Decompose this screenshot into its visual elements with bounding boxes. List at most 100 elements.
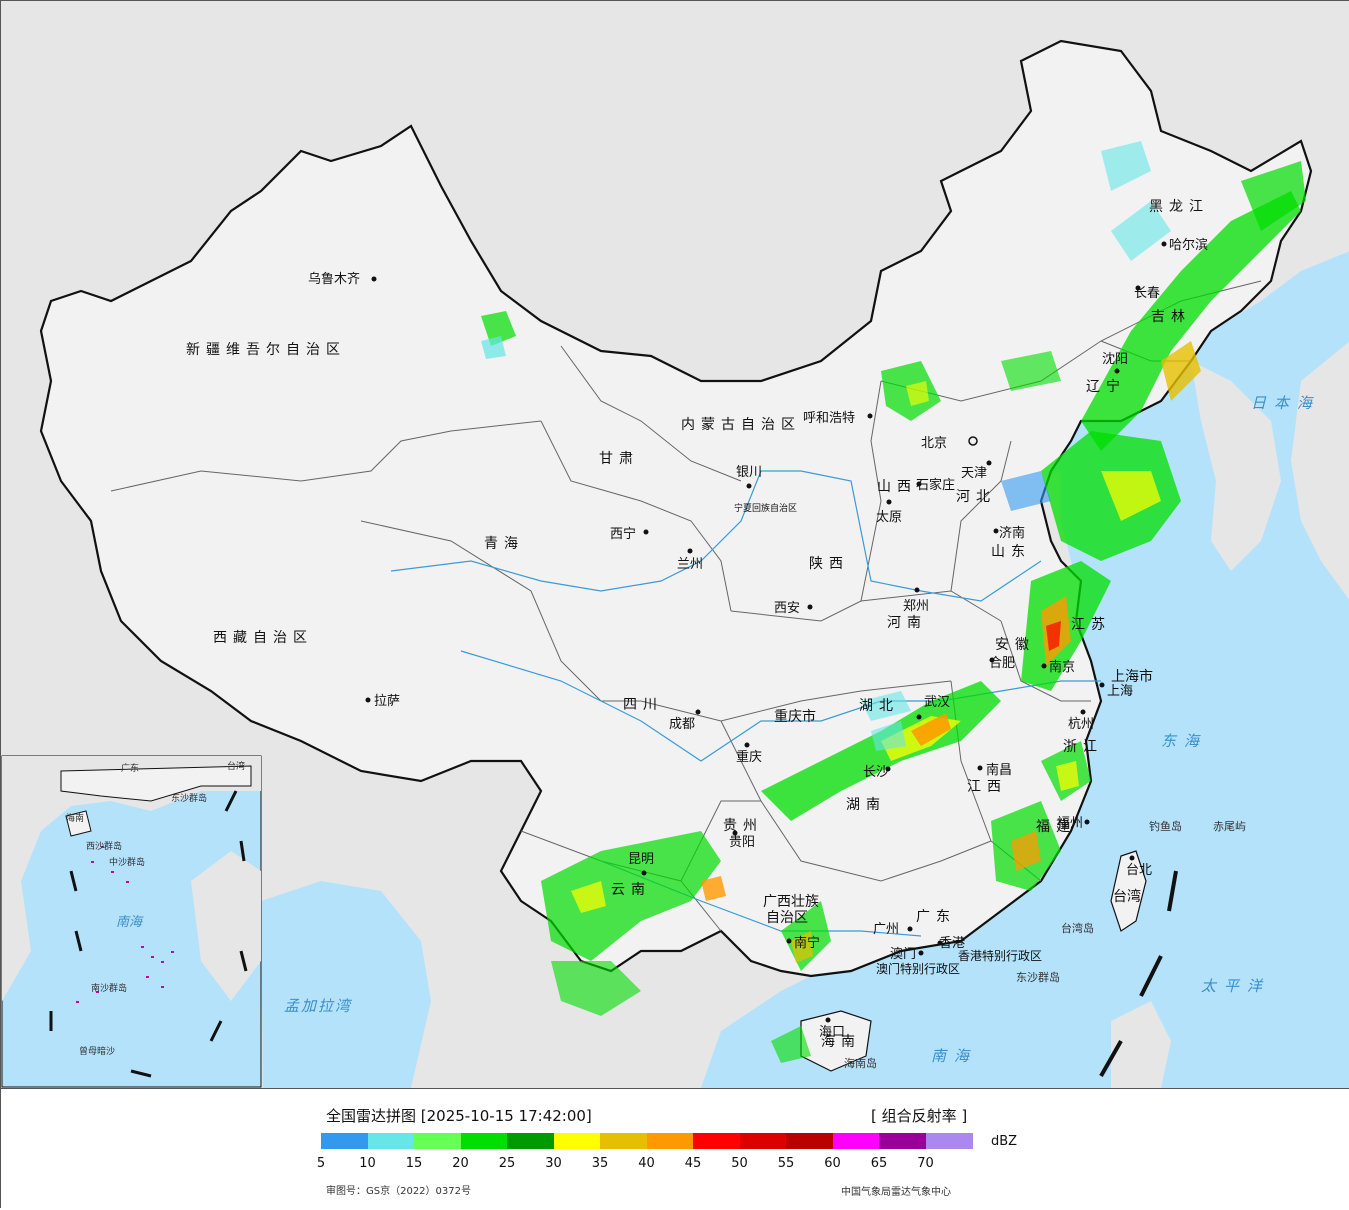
legend-swatch — [321, 1133, 368, 1149]
land-japan — [1291, 341, 1349, 600]
province-label: 台湾 — [1113, 888, 1141, 905]
city-label: 南京 — [1049, 659, 1075, 675]
legend-swatch — [507, 1133, 554, 1149]
city-label: 呼和浩特 — [803, 411, 855, 426]
legend-tick-label: 45 — [684, 1156, 702, 1171]
south-china-sea-inset: 南海 广东 台湾 海南 东沙群岛 西沙群岛 中沙群岛 南沙群岛 曾母暗沙 — [1, 755, 262, 1088]
province-label: 云南 — [611, 882, 651, 898]
sea-label: 太平洋 — [1201, 977, 1270, 995]
city-label: 郑州 — [903, 599, 929, 614]
sea-label: 日本海 — [1251, 394, 1320, 412]
province-label: 海南 — [821, 1034, 861, 1050]
province-label: 广西壮族 — [763, 894, 819, 910]
inset-label: 广东 — [121, 762, 139, 774]
legend-tick-label: 50 — [731, 1156, 748, 1171]
legend-swatch — [553, 1133, 601, 1149]
legend-panel — [1, 1088, 1349, 1210]
legend-tick-label: 20 — [452, 1156, 469, 1171]
taiwan-island — [1110, 850, 1147, 932]
city-markers — [365, 241, 1167, 1023]
legend-swatch — [600, 1133, 647, 1149]
city-label: 贵阳 — [729, 835, 755, 850]
city-label: 成都 — [669, 717, 695, 732]
legend-tick-label: 5 — [316, 1156, 326, 1171]
legend-tick-label: 30 — [545, 1156, 562, 1171]
province-label: 贵州 — [723, 818, 763, 834]
city-label-group: 乌鲁木齐 拉萨 西宁 兰州 银川 呼和浩特 北京 天津 石家庄 太原 济南 郑州… — [308, 237, 1208, 1040]
city-label: 太原 — [876, 510, 902, 525]
island-label: 东沙群岛 — [1016, 970, 1060, 984]
legend-tick-label: 40 — [638, 1156, 655, 1171]
province-label: 西藏自治区 — [213, 630, 313, 646]
legend-tick-label: 70 — [917, 1156, 934, 1171]
approval-number: 审图号：GS京（2022）0372号 — [326, 1186, 471, 1197]
province-label: 甘肃 — [599, 451, 639, 467]
legend-swatch — [925, 1133, 973, 1149]
city-label: 武汉 — [924, 695, 950, 710]
legend-tick-label: 35 — [591, 1156, 609, 1171]
province-label: 内蒙古自治区 — [681, 417, 801, 433]
city-label: 西安 — [774, 601, 800, 616]
legend-tick-label: 10 — [359, 1156, 376, 1171]
province-label: 宁夏回族自治区 — [734, 502, 797, 514]
province-label-group: 新疆维吾尔自治区 西藏自治区 青海 甘肃 四川 云南 贵州 广西壮族 自治区 广… — [186, 199, 1209, 1050]
legend-tick-label: 25 — [498, 1156, 516, 1171]
province-label: 辽宁 — [1086, 378, 1126, 395]
province-label: 河南 — [887, 615, 927, 631]
sea-east — [701, 251, 1349, 1088]
map-title: 全国雷达拼图 [2025-10-15 17:42:00] — [326, 1107, 592, 1125]
boundary-dashes — [1099, 870, 1178, 1077]
legend-tick-label: 55 — [777, 1156, 795, 1171]
city-label: 昆明 — [628, 852, 654, 867]
city-label: 台北 — [1126, 863, 1152, 878]
inset-label: 海南 — [66, 812, 84, 824]
inset-label: 南沙群岛 — [91, 982, 127, 994]
legend-swatch — [832, 1133, 880, 1149]
city-label: 广州 — [873, 922, 899, 937]
island-label: 台湾岛 — [1061, 921, 1094, 935]
island-label: 澳门特别行政区 — [876, 961, 960, 976]
island-label: 香港特别行政区 — [958, 948, 1042, 963]
city-label: 长春 — [1134, 286, 1160, 301]
island-label-group: 钓鱼岛 赤尾屿 台湾岛 海南岛 东沙群岛 香港特别行政区 澳门特别行政区 — [844, 819, 1246, 1070]
city-label: 福州 — [1057, 816, 1083, 831]
sea-label: 东海 — [1161, 732, 1207, 750]
city-label: 哈尔滨 — [1169, 237, 1208, 253]
city-label: 重庆 — [736, 749, 762, 765]
island-label: 钓鱼岛 — [1149, 819, 1182, 833]
province-label: 安徽 — [995, 637, 1035, 653]
province-label: 浙江 — [1063, 739, 1103, 755]
land-korea — [1191, 361, 1281, 571]
city-label: 西宁 — [610, 526, 636, 542]
province-label: 黑龙江 — [1149, 199, 1209, 215]
city-label: 天津 — [961, 466, 987, 481]
legend-swatch — [879, 1133, 926, 1149]
province-label: 湖北 — [859, 698, 899, 714]
inset-label: 西沙群岛 — [86, 840, 122, 852]
city-label: 济南 — [999, 525, 1025, 541]
city-label: 南昌 — [986, 762, 1012, 778]
province-label: 四川 — [623, 697, 663, 713]
radar-echoes — [481, 141, 1306, 1063]
unit-label: dBZ — [991, 1134, 1018, 1149]
city-label: 石家庄 — [916, 477, 955, 493]
sea-label: 南海 — [931, 1047, 977, 1065]
province-label: 上海市 — [1111, 668, 1153, 685]
legend-swatch — [739, 1133, 787, 1149]
radar-mosaic-map: 新疆维吾尔自治区 西藏自治区 青海 甘肃 四川 云南 贵州 广西壮族 自治区 广… — [1, 1, 1349, 1088]
legend-swatch — [460, 1133, 508, 1149]
province-label: 江苏 — [1071, 617, 1111, 633]
legend-tick-label: 15 — [405, 1156, 423, 1171]
island-label: 赤尾屿 — [1213, 820, 1246, 833]
inset-label: 南海 — [116, 915, 144, 930]
inset-label: 中沙群岛 — [109, 856, 145, 868]
island-label: 海南岛 — [844, 1056, 877, 1070]
sea-label-group: 日本海 东海 太平洋 南海 孟加拉湾 — [284, 394, 1320, 1065]
inset-label: 台湾 — [227, 760, 245, 772]
product-label: [ 组合反射率 ] — [871, 1107, 968, 1125]
city-label: 海口 — [819, 1025, 845, 1040]
province-label: 吉林 — [1151, 309, 1191, 325]
city-label: 合肥 — [989, 656, 1015, 671]
city-label: 南宁 — [794, 935, 820, 951]
